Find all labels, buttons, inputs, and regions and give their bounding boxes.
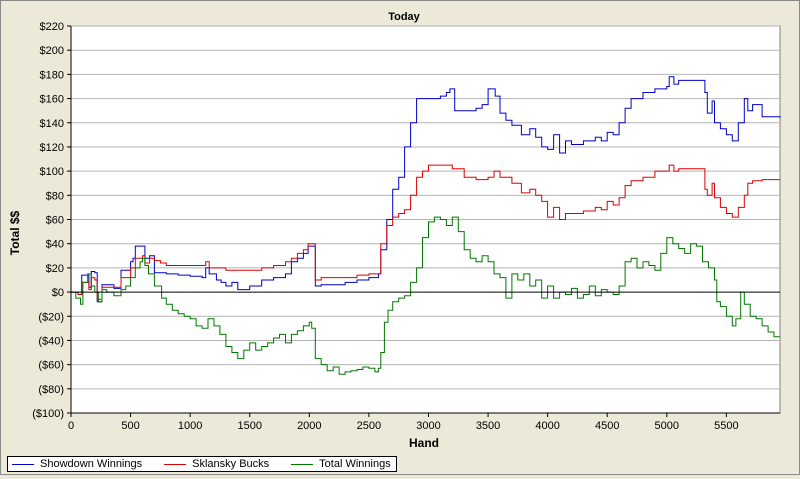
y-tick-label: ($100) (32, 408, 64, 420)
x-tick-label: 500 (121, 420, 139, 432)
legend-item-total-winnings: Total Winnings (287, 458, 391, 470)
legend-item-showdown-winnings: Showdown Winnings (8, 458, 142, 470)
x-tick-label: 4500 (595, 420, 619, 432)
x-tick-label: 5000 (655, 420, 679, 432)
y-tick-labels: ($100) ($80) ($60) ($40) ($20) $0 $20 $40 $60 $80… (32, 21, 64, 420)
y-tick-label: $60 (46, 215, 64, 227)
x-tick-label: 4000 (535, 420, 559, 432)
y-tick-label: ($20) (38, 311, 64, 323)
axes (67, 25, 780, 417)
x-tick-label: 3500 (476, 420, 500, 432)
legend-label: Total Winnings (319, 458, 391, 470)
y-tick-label: $40 (46, 239, 64, 251)
legend-swatch (164, 463, 187, 465)
y-tick-label: ($60) (38, 360, 64, 372)
y-tick-label: $100 (40, 166, 64, 178)
y-tick-label: $80 (46, 190, 64, 202)
legend-label: Showdown Winnings (40, 458, 143, 470)
y-tick-label: ($40) (38, 335, 64, 347)
y-tick-label: $20 (46, 263, 64, 275)
y-tick-label: $160 (40, 94, 64, 106)
legend-label: Sklansky Bucks (192, 458, 270, 470)
x-tick-label: 1000 (178, 420, 202, 432)
legend-item-sklansky-bucks: Sklansky Bucks (160, 458, 269, 470)
y-tick-label: $220 (40, 21, 64, 33)
series-line-total-winnings (71, 216, 780, 375)
legend: Showdown Winnings Sklansky Bucks Total Win… (7, 456, 397, 472)
y-tick-label: $200 (40, 45, 64, 57)
chart-title: Today (388, 11, 420, 23)
legend-swatch (12, 463, 34, 465)
y-tick-label: $0 (52, 287, 64, 299)
y-tick-label: $180 (40, 69, 64, 81)
series-line-sklansky-bucks (71, 164, 780, 300)
y-axis-label: Total $$ (8, 210, 22, 255)
x-tick-label: 5500 (714, 420, 738, 432)
y-tick-label: $140 (40, 118, 64, 130)
x-tick-label: 0 (68, 420, 74, 432)
x-tick-label: 2500 (357, 420, 381, 432)
x-tick-label: 2000 (297, 420, 321, 432)
x-tick-label: 1500 (237, 420, 261, 432)
x-axis-label: Hand (409, 436, 439, 450)
x-tick-labels: 0 500 1000 1500 2000 2500 3000 3500 4000 4500 5000… (68, 420, 739, 432)
y-tick-label: ($80) (38, 384, 64, 396)
legend-swatch (291, 463, 314, 465)
x-tick-label: 3000 (416, 420, 440, 432)
series-line-showdown-winnings (71, 76, 781, 303)
series-lines (71, 76, 781, 375)
y-tick-label: $120 (40, 142, 64, 154)
